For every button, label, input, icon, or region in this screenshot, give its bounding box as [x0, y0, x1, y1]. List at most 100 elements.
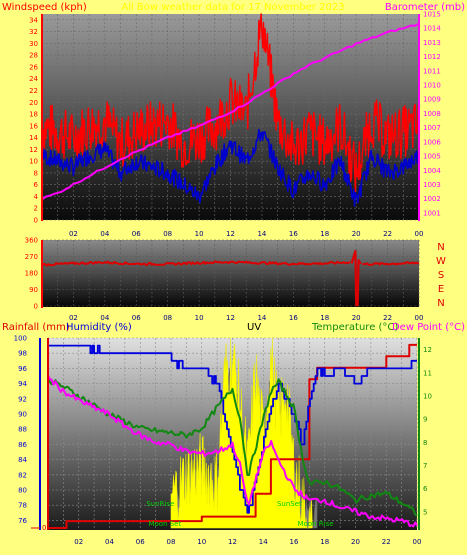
time-tick: 14	[257, 314, 266, 322]
barometer-tick: 1001	[423, 209, 441, 217]
moonrise-label: Moon Rise	[298, 520, 334, 528]
humidity-axis-label: Humidity (%)	[66, 322, 132, 333]
windspeed-tick: 30	[29, 40, 38, 48]
time-tick: 00	[415, 230, 424, 238]
time-tick: 14	[259, 538, 268, 546]
direction-grid	[42, 239, 420, 307]
sunset-label: SunSet	[277, 500, 302, 508]
time-tick: 20	[351, 538, 360, 546]
time-tick: 02	[74, 538, 83, 546]
windspeed-axis-label: Windspeed (kph)	[2, 2, 87, 13]
windspeed-tick: 20	[29, 99, 38, 107]
wind-gust-line	[41, 13, 420, 193]
wind-avg-line	[41, 128, 420, 207]
sunrise-label: SunRise	[146, 500, 174, 508]
wind-time-ticks: 02 04 06 08 10 12 14 16 18 20 22 00	[69, 230, 424, 238]
humidity-tick: 92	[18, 395, 27, 403]
windspeed-tick: 28	[29, 52, 38, 60]
climate-series	[47, 337, 418, 529]
barometer-tick: 1015	[423, 11, 441, 19]
temperature-tick: 11	[423, 369, 432, 377]
rainfall-axis-label: Rainfall (mm)	[2, 322, 70, 333]
windspeed-tick: 16	[29, 122, 38, 130]
temperature-tick: 10	[423, 392, 432, 400]
time-tick: 04	[105, 538, 114, 546]
humidity-tick: 84	[18, 456, 27, 464]
time-tick: 10	[197, 538, 206, 546]
direction-spike	[350, 249, 362, 307]
barometer-tick: 1008	[423, 110, 441, 118]
time-tick: 06	[132, 314, 141, 322]
time-tick: 16	[289, 230, 298, 238]
time-tick: 04	[100, 230, 109, 238]
windspeed-tick: 2	[34, 205, 38, 213]
humidity-tick: 90	[18, 411, 27, 419]
compass-label: N	[437, 298, 444, 309]
time-tick: 18	[320, 230, 329, 238]
barometer-tick: 1010	[423, 82, 441, 90]
windspeed-tick: 6	[34, 181, 39, 189]
time-tick: 06	[132, 230, 141, 238]
wind-grid	[42, 14, 420, 221]
barometer-tick: 1007	[423, 124, 441, 132]
time-tick: 22	[383, 314, 392, 322]
barometer-tick: 1014	[423, 25, 441, 33]
direction-series	[41, 249, 420, 307]
direction-tick: 90	[29, 286, 38, 294]
direction-line	[41, 260, 351, 267]
windspeed-tick: 26	[29, 63, 38, 71]
time-tick: 22	[382, 538, 391, 546]
barometer-tick: 1012	[423, 53, 441, 61]
windspeed-tick: 0	[34, 217, 38, 225]
rain-tick: 0	[42, 524, 46, 532]
dewpoint-axis-label: Dew Point (°C)	[392, 322, 465, 333]
time-tick: 04	[100, 314, 109, 322]
humidity-line	[48, 344, 417, 514]
humidity-tick: 100	[14, 335, 27, 343]
humidity-tick: 96	[18, 365, 27, 373]
humidity-tick: 82	[18, 471, 27, 479]
compass-label: N	[437, 242, 444, 253]
humidity-tick: 78	[18, 502, 27, 510]
humidity-tick: 86	[18, 441, 27, 449]
time-tick: 06	[136, 538, 145, 546]
moonset-label: Moon Set	[148, 520, 181, 528]
temperature-tick: 8	[423, 439, 427, 447]
time-tick: 08	[163, 314, 172, 322]
rainfall-line	[48, 343, 417, 529]
time-tick: 16	[290, 538, 299, 546]
temperature-axis-label: Temperature (°C)	[311, 322, 398, 333]
humidity-tick: 98	[18, 350, 27, 358]
time-tick: 12	[226, 314, 235, 322]
direction-tick: 360	[25, 237, 38, 245]
windspeed-tick: 22	[29, 87, 38, 95]
barometer-axis-label: Barometer (mb)	[385, 2, 465, 13]
direction-line	[362, 261, 420, 266]
barometer-tick: 1006	[423, 138, 441, 146]
humidity-tick: 94	[18, 380, 27, 388]
barometer-tick: 1002	[423, 195, 441, 203]
time-tick: 10	[195, 230, 204, 238]
compass-label: W	[436, 256, 446, 267]
climate-time-ticks: 02 04 06 08 10 12 14 16 18 20 22 00	[74, 538, 421, 546]
uv-axis-label: UV	[247, 322, 261, 333]
windspeed-tick: 10	[29, 158, 38, 166]
temperature-tick: 6	[423, 485, 428, 493]
time-tick: 20	[352, 314, 361, 322]
time-tick: 00	[413, 538, 422, 546]
windspeed-tick: 14	[29, 134, 38, 142]
humidity-ticks: 76 78 80 82 84 86 88 90 92 94 96 98 100 0	[14, 335, 47, 533]
temperature-tick: 12	[423, 346, 432, 354]
windspeed-tick: 18	[29, 111, 38, 119]
windspeed-tick: 4	[34, 193, 39, 201]
time-tick: 12	[226, 230, 235, 238]
title: All Bow weather data for 17 November 202…	[121, 2, 344, 13]
barometer-tick: 1003	[423, 181, 441, 189]
barometer-line	[41, 22, 420, 201]
time-tick: 02	[69, 230, 78, 238]
direction-tick: 180	[25, 270, 38, 278]
direction-time-ticks: 02 04 06 08 10 12 14 16 18 20 22 00	[69, 314, 424, 322]
